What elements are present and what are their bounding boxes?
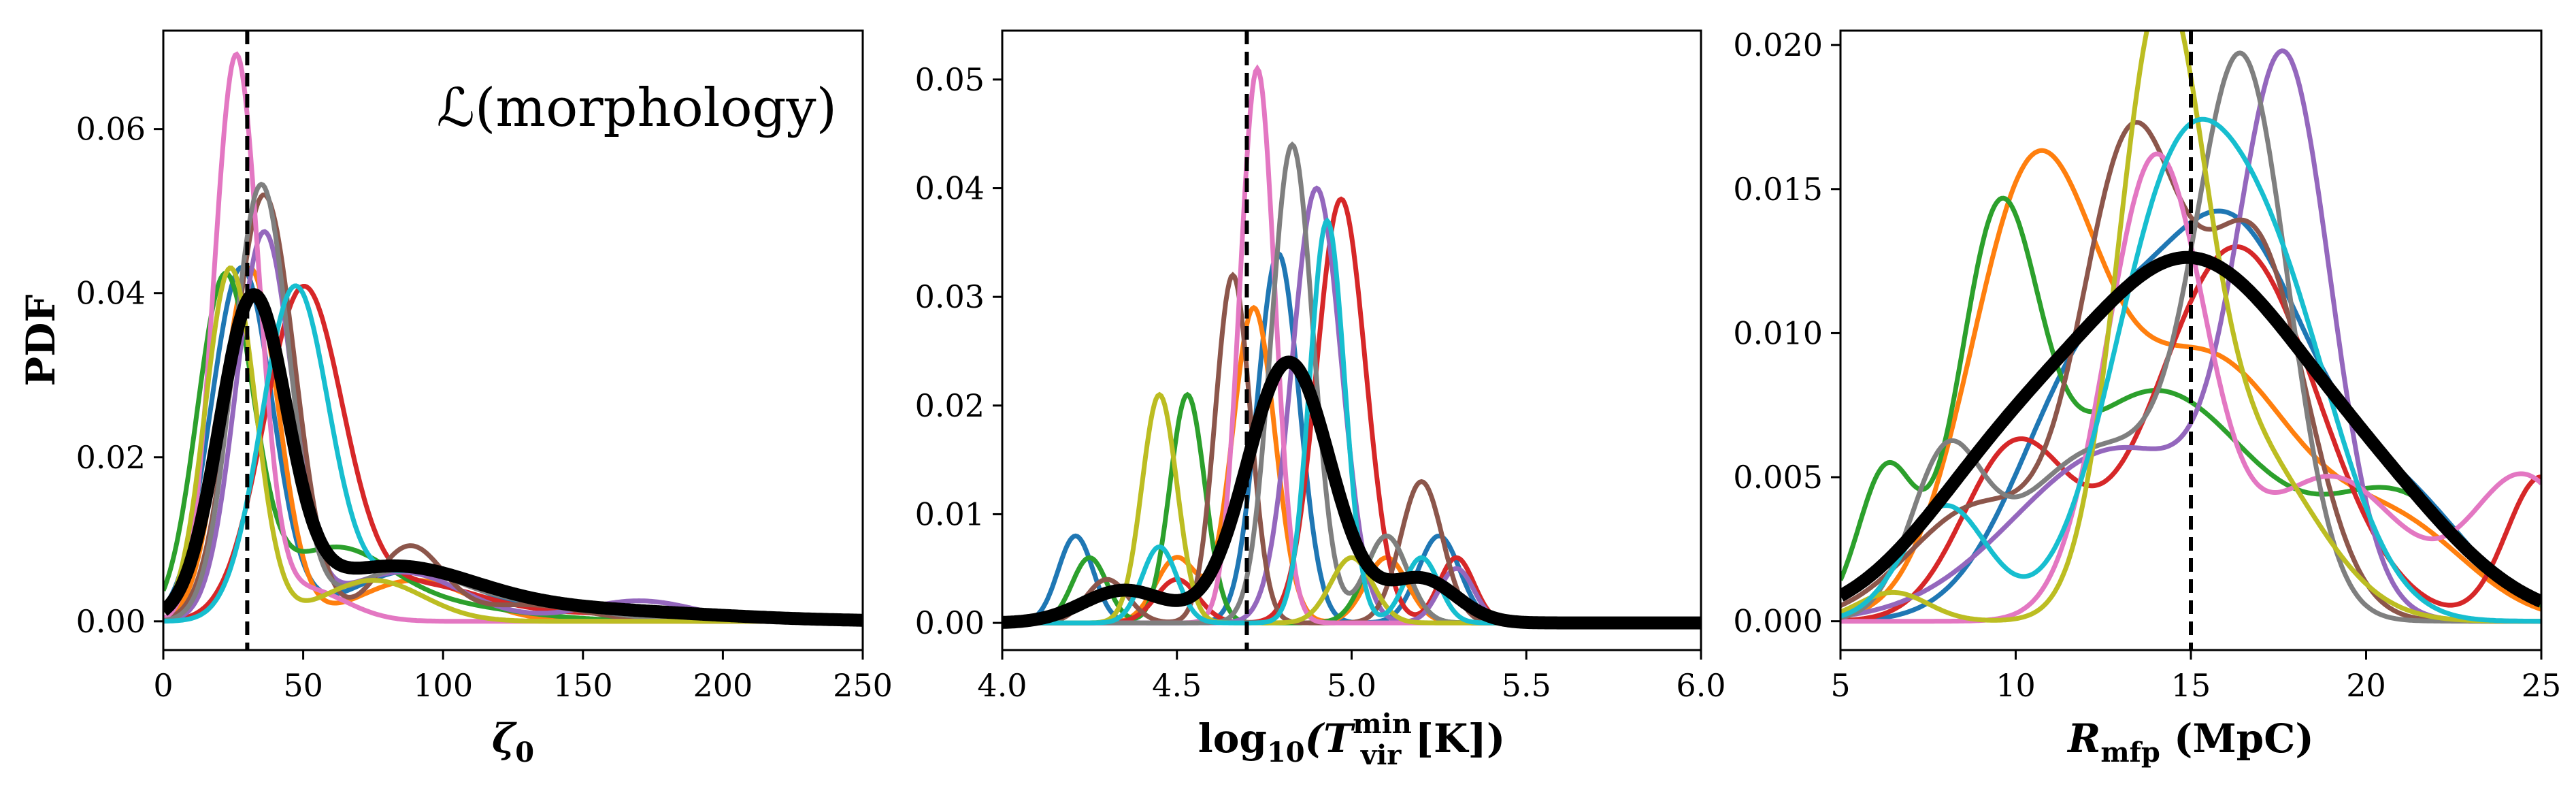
y-tick-label: 0.015	[1733, 171, 1823, 208]
y-tick-label: 0.02	[76, 439, 146, 476]
x-tick-label: 150	[553, 667, 613, 704]
plot-area	[163, 51, 863, 627]
x-tick-label: 250	[833, 667, 893, 704]
y-tick-label: 0.05	[915, 61, 985, 98]
x-label-sub: 10	[1267, 737, 1305, 768]
y-tick-label: 0.01	[915, 496, 985, 532]
y-tick-label: 0.020	[1733, 27, 1823, 63]
x-tick-label: 15	[2171, 667, 2211, 704]
mean-line	[1002, 355, 1701, 630]
y-tick-label: 0.02	[915, 387, 985, 424]
x-axis-label: ζ0	[492, 715, 534, 768]
y-tick-label: 0.06	[76, 111, 146, 148]
y-tick-label: 0.00	[915, 604, 985, 641]
x-tick-label: 20	[2346, 667, 2386, 704]
y-tick-label: 0.00	[76, 603, 146, 640]
x-label-sub: 0	[515, 737, 534, 768]
x-tick-label: 50	[283, 667, 323, 704]
x-label-sub: mfp	[2100, 737, 2160, 768]
x-axis-label: log10(Tmin vir [K])	[1198, 708, 1506, 771]
y-tick-label: 0.000	[1733, 603, 1823, 640]
chart-panel-tvir: 4.0 4.5 5.0 5.5 6.0 0.00 0.01 0.02 0.03 0.04 0.05 l…	[915, 29, 1726, 771]
x-label-part: log	[1198, 715, 1267, 762]
series-line-10	[1002, 217, 1701, 626]
x-tick-label: 5	[1830, 667, 1850, 704]
x-tick-label: 5.0	[1327, 667, 1376, 704]
plot-area	[1002, 64, 1701, 630]
mean-line	[1840, 250, 2541, 608]
x-tick-label: 4.5	[1152, 667, 1202, 704]
y-axis-label: PDF	[18, 294, 64, 386]
x-tick-label: 6.0	[1676, 667, 1725, 704]
series-line-4	[1840, 244, 2541, 624]
x-tick-label: 100	[413, 667, 473, 704]
y-tick-label: 0.03	[915, 278, 985, 315]
x-tick-label: 0	[153, 667, 173, 704]
x-tick-label: 200	[693, 667, 753, 704]
chart-panel-rmfp: 5 10 15 20 25 0.000 0.005 0.010 0.015 0.020 Rmfp (…	[1733, 27, 2562, 768]
axes-frame	[162, 29, 864, 651]
y-tick-label: 0.04	[915, 169, 985, 206]
x-tick-label: 10	[1996, 667, 2036, 704]
y-tick-label: 0.010	[1733, 314, 1823, 351]
x-label-part: (T	[1305, 715, 1355, 762]
x-tick-label: 4.0	[977, 667, 1027, 704]
x-tick-label: 25	[2522, 667, 2562, 704]
mean-line	[163, 288, 863, 627]
series-line-1	[1002, 250, 1701, 626]
y-tick-label: 0.005	[1733, 459, 1823, 496]
x-label-part: (MpC)	[2160, 715, 2314, 762]
x-label-part: [K])	[1401, 715, 1505, 762]
series-line-8	[1002, 141, 1701, 626]
y-tick-label: 0.04	[76, 275, 146, 312]
likelihood-annotation: ℒ(morphology)	[437, 78, 837, 139]
x-label-sup: min	[1353, 708, 1412, 740]
x-tick-label: 5.5	[1502, 667, 1551, 704]
x-label-part: ζ	[492, 715, 517, 762]
x-label-sub: vir	[1360, 739, 1402, 771]
x-axis-label: Rmfp (MpC)	[2066, 715, 2314, 768]
x-label-part: R	[2066, 715, 2100, 762]
